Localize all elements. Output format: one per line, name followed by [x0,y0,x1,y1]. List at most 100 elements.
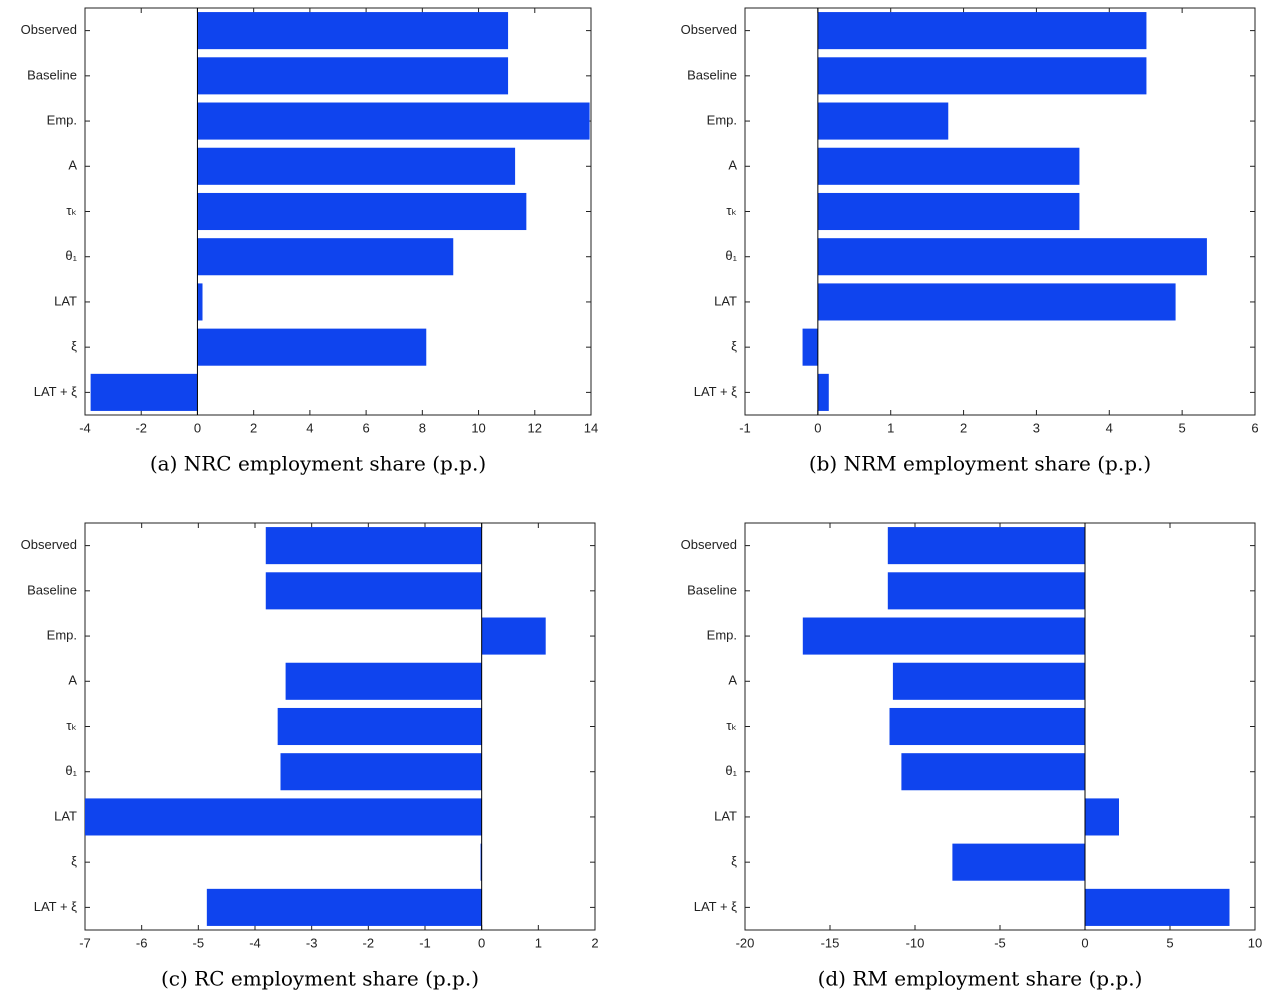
bar [802,328,818,366]
bar [85,798,482,836]
bar [887,527,1085,565]
y-tick-label: Observed [21,22,77,37]
y-tick-label: τₖ [66,203,77,218]
caption: (b) NRM employment share (p.p.) [809,452,1151,476]
bar [197,147,516,185]
x-tick-label: 1 [887,420,894,435]
y-tick-label: ξ [71,339,77,354]
x-tick-label: 8 [419,420,426,435]
bar [889,707,1085,746]
y-tick-label: τₖ [66,718,77,733]
bar [206,888,482,926]
x-tick-label: -10 [906,935,925,950]
y-tick-label: Emp. [707,627,737,642]
x-tick-label: -1 [739,420,751,435]
x-tick-label: 5 [1166,935,1173,950]
y-tick-label: Observed [681,22,737,37]
y-tick-label: θ₁ [65,248,77,263]
bar [277,707,482,746]
x-tick-label: 1 [535,935,542,950]
bar [90,373,198,411]
x-tick-label: 4 [1106,420,1113,435]
x-tick-label: 2 [250,420,257,435]
y-tick-label: LAT + ξ [694,384,737,399]
x-tick-label: 0 [478,935,485,950]
caption: (d) RM employment share (p.p.) [818,967,1143,991]
y-tick-label: Baseline [27,67,77,82]
x-tick-label: -4 [79,420,91,435]
bar [817,102,949,140]
y-tick-label: Baseline [687,67,737,82]
bar [197,102,590,140]
x-tick-label: -4 [249,935,261,950]
bar [952,843,1085,881]
y-tick-label: ξ [731,339,737,354]
y-tick-label: ξ [71,854,77,869]
bar [817,283,1176,321]
x-tick-label: 2 [960,420,967,435]
bar [817,238,1207,276]
y-tick-label: LAT + ξ [34,899,77,914]
bar [481,617,546,655]
y-tick-label: Emp. [707,112,737,127]
x-tick-label: 0 [194,420,201,435]
y-tick-label: θ₁ [725,763,737,778]
bar [197,328,427,366]
x-tick-label: 12 [528,420,542,435]
y-tick-label: LAT [54,293,77,308]
bar [887,572,1085,610]
y-tick-label: ξ [731,854,737,869]
y-tick-label: Baseline [687,582,737,597]
bar [1085,798,1119,836]
x-tick-label: 3 [1033,420,1040,435]
x-tick-label: 5 [1179,420,1186,435]
bar [197,57,509,95]
bar [817,12,1147,50]
x-tick-label: -2 [135,420,147,435]
bar [802,617,1085,655]
bar [817,373,829,411]
x-tick-label: 0 [814,420,821,435]
x-tick-label: -3 [306,935,318,950]
y-tick-label: LAT [714,293,737,308]
y-tick-label: LAT [714,808,737,823]
y-tick-label: Observed [681,537,737,552]
bar [197,192,527,231]
x-tick-label: -5 [193,935,205,950]
y-tick-label: A [68,158,77,173]
x-tick-label: 10 [471,420,485,435]
bar [901,753,1085,791]
bar [280,753,482,791]
bar [817,192,1080,231]
y-tick-label: A [728,158,737,173]
y-tick-label: LAT + ξ [694,899,737,914]
bar [817,147,1080,185]
x-tick-label: -15 [821,935,840,950]
y-tick-label: θ₁ [725,248,737,263]
x-tick-label: 4 [306,420,313,435]
bar [265,572,482,610]
x-tick-label: 2 [591,935,598,950]
x-tick-label: -5 [994,935,1006,950]
bar [1085,888,1230,926]
bar [817,57,1147,95]
x-tick-label: -20 [736,935,755,950]
x-tick-label: 0 [1081,935,1088,950]
x-tick-label: 10 [1248,935,1262,950]
x-tick-label: 6 [362,420,369,435]
bar [197,12,509,50]
bar [197,283,203,321]
y-tick-label: A [68,673,77,688]
y-tick-label: Emp. [47,627,77,642]
y-tick-label: Observed [21,537,77,552]
bar [197,238,454,276]
y-tick-label: θ₁ [65,763,77,778]
y-tick-label: Baseline [27,582,77,597]
bar [285,662,482,700]
x-tick-label: -7 [79,935,91,950]
bar [480,843,482,881]
x-tick-label: -1 [419,935,431,950]
y-tick-label: A [728,673,737,688]
